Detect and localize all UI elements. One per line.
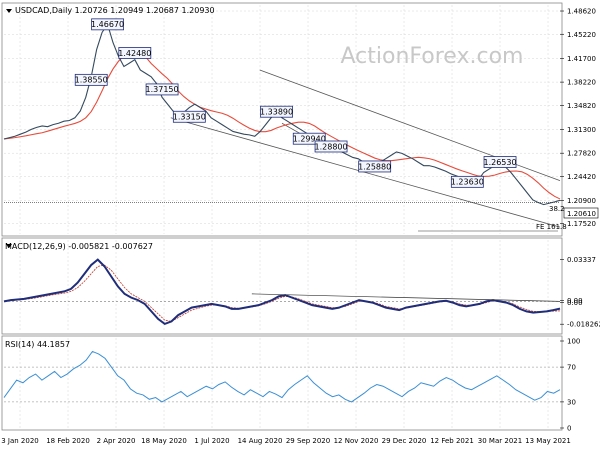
macd-title: MACD(12,26,9) -0.005821 -0.007627 [5, 242, 153, 251]
moving-average [3, 48, 561, 200]
macd-tick-label: 0.03337 [567, 256, 596, 264]
price-label: 1.42480 [118, 49, 151, 58]
price-title: USDCAD,Daily 1.20726 1.20949 1.20687 1.2… [15, 6, 215, 15]
price-label: 1.29940 [293, 135, 326, 144]
y-tick-label: 1.27820 [567, 150, 596, 158]
price-label: 1.33150 [173, 113, 206, 122]
macd-series [3, 258, 561, 326]
grid-lines [4, 5, 560, 428]
x-tick-label: 2 Apr 2020 [97, 437, 136, 445]
macd-tick-label: -0.018262 [567, 321, 600, 329]
y-tick-label: 1.34820 [567, 102, 596, 110]
price-label-box [91, 18, 124, 31]
price-label: 1.37150 [146, 85, 179, 94]
rsi-tick-label: 100 [567, 338, 580, 346]
price-label-box [145, 83, 179, 96]
macd-trend-line [251, 293, 561, 302]
price-label-box [260, 105, 293, 118]
y-tick-label: 1.48620 [567, 8, 596, 16]
swing-labels: 1.46670 1.38550 1.42480 1.37150 1.33150 1.338… [74, 18, 517, 188]
fe-label: FE 161.8 [536, 223, 567, 231]
price-label: 1.26530 [483, 158, 516, 167]
rsi-line [3, 350, 561, 403]
price-label: 1.25880 [358, 162, 391, 171]
price-label-box [172, 110, 206, 123]
x-tick-label: 29 Sep 2020 [286, 437, 330, 445]
price-label-box [450, 175, 484, 188]
current-price: 1.20610 [567, 210, 596, 218]
price-label-box [483, 156, 517, 168]
y-tick-label: 1.31300 [567, 126, 596, 134]
price-panel [1, 2, 563, 237]
price-label: 1.38550 [75, 76, 108, 85]
price-label-box [74, 73, 108, 86]
price-label-box [314, 140, 348, 153]
x-tick-label: 3 Jan 2020 [1, 437, 39, 445]
ma-line [3, 48, 561, 200]
watermark: ActionForex.com [341, 44, 524, 69]
price-label: 1.23630 [451, 178, 484, 187]
channel-line [170, 117, 561, 228]
x-tick-label: 29 Dec 2020 [382, 437, 427, 445]
price-label-box [292, 132, 326, 145]
x-tick-label: 12 Feb 2021 [430, 437, 474, 445]
rsi-panel [1, 335, 563, 431]
price-label: 1.33890 [260, 108, 293, 117]
rsi-tick-label: 30 [567, 398, 576, 406]
x-tick-label: 30 Mar 2021 [478, 437, 522, 445]
x-tick-label: 12 Nov 2020 [334, 437, 379, 445]
macd-tick-label: 0.00 [567, 299, 583, 307]
y-tick-label: 1.38220 [567, 79, 596, 87]
macd-panel [1, 237, 563, 335]
axis-ticks: 3 Jan 2020 18 Feb 2020 2 Apr 2020 18 May 20… [1, 8, 600, 445]
price-label-box [118, 47, 152, 59]
level-38-label: 38.2 [549, 205, 565, 213]
y-tick-label: 1.41700 [567, 55, 596, 63]
x-tick-label: 18 May 2020 [141, 437, 187, 445]
rsi-tick-label: 70 [567, 364, 576, 372]
rsi-title: RSI(14) 44.1857 [5, 340, 70, 349]
y-tick-label: 1.24420 [567, 173, 596, 181]
price-label: 1.28800 [315, 142, 348, 151]
x-tick-label: 14 Aug 2020 [238, 437, 283, 445]
rsi-tick-label: 0 [567, 425, 571, 433]
current-price-box [563, 207, 599, 219]
x-tick-label: 1 Jul 2020 [194, 437, 229, 445]
macd-tick-label: 0.00 [567, 297, 583, 305]
y-tick-label: 1.45220 [567, 31, 596, 39]
price-label-box [358, 160, 392, 173]
signal-series [3, 264, 561, 322]
macd-lines [3, 258, 561, 326]
y-tick-label: 1.20900 [567, 197, 596, 205]
price-label: 1.46670 [91, 20, 124, 29]
macd-dropdown-icon[interactable] [6, 244, 12, 248]
y-tick-label: 1.17520 [567, 220, 596, 228]
x-tick-label: 13 May 2021 [525, 437, 571, 445]
x-tick-label: 18 Feb 2020 [46, 437, 90, 445]
dropdown-triangle-icon[interactable] [6, 9, 12, 13]
rsi-series [3, 350, 561, 403]
